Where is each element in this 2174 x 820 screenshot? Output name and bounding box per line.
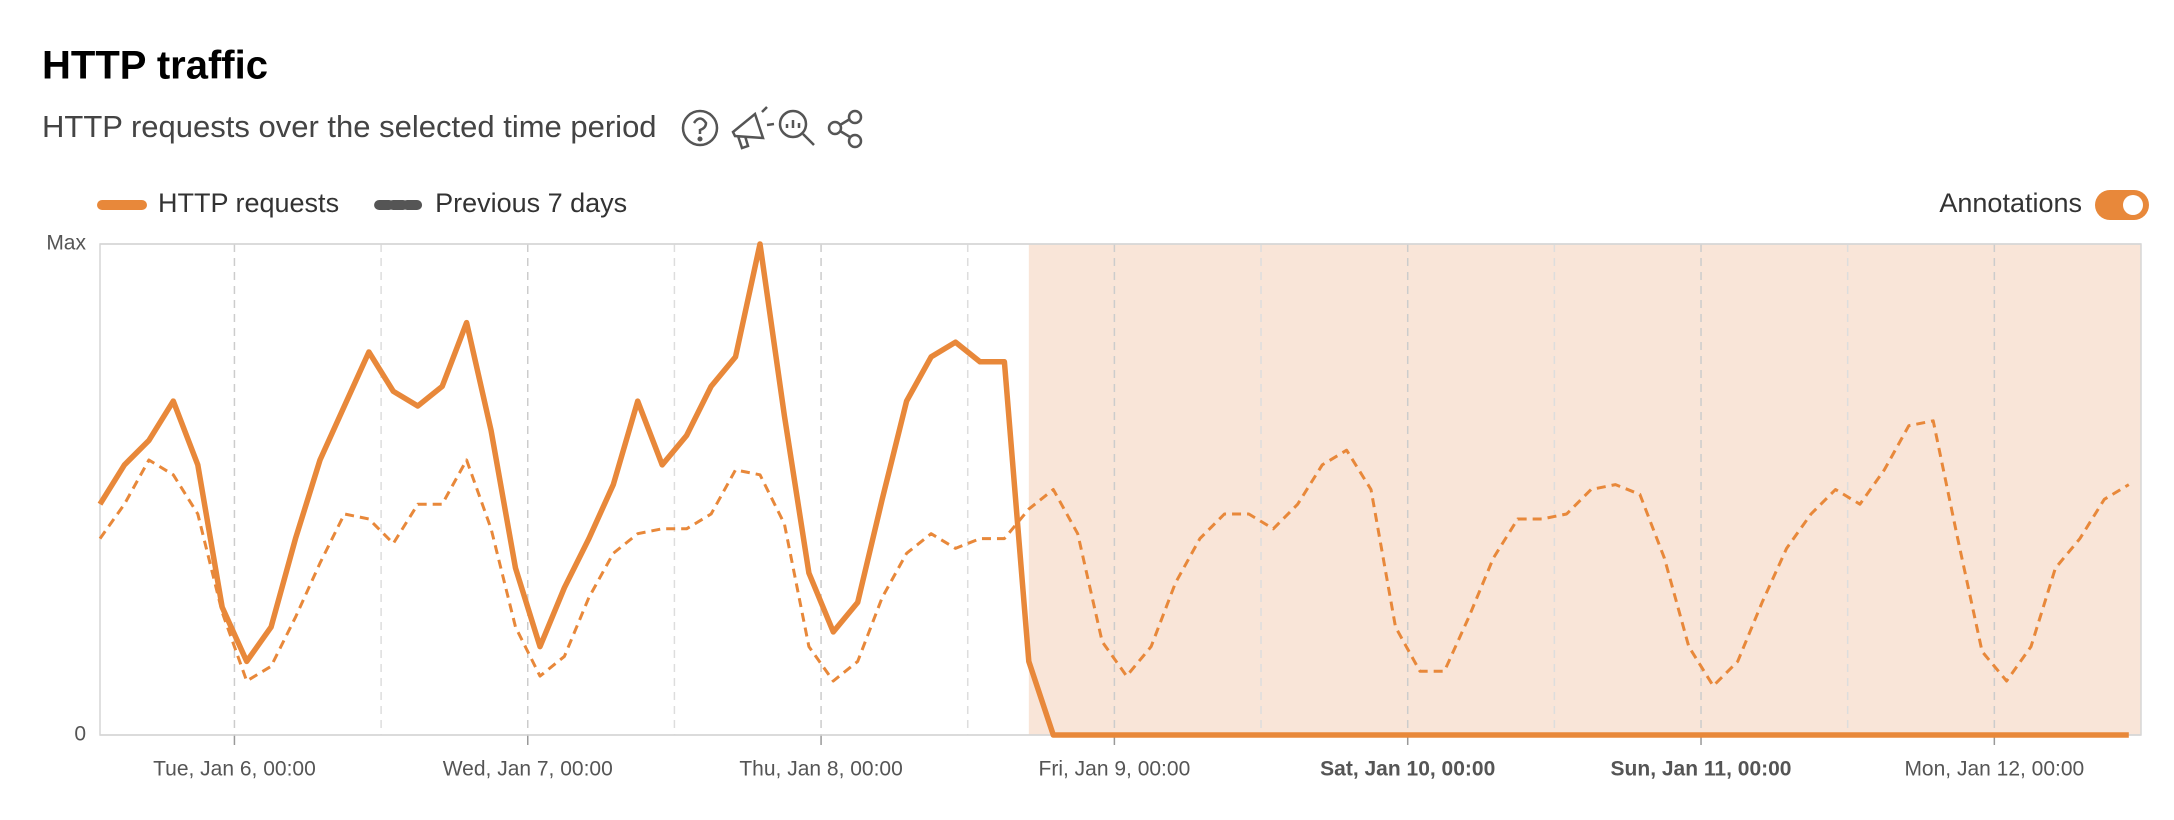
legend-label: Previous 7 days [435, 188, 627, 218]
megaphone-icon[interactable] [731, 106, 775, 150]
chart-subtitle: HTTP requests over the selected time per… [42, 109, 657, 144]
annotations-label: Annotations [1939, 188, 2082, 218]
chart-title: HTTP traffic [42, 44, 268, 88]
annotations-toggle[interactable] [2095, 190, 2149, 220]
series-line [97, 241, 2129, 738]
legend-label: HTTP requests [158, 188, 339, 218]
annotation-region [1028, 244, 2141, 735]
x-tick-label: Sat, Jan 10, 00:00 [1320, 758, 1495, 781]
x-tick-label: Tue, Jan 6, 00:00 [153, 758, 316, 781]
x-tick-label: Wed, Jan 7, 00:00 [443, 758, 613, 781]
legend: HTTP requests Previous 7 days [97, 188, 627, 218]
x-tick-label: Thu, Jan 8, 00:00 [739, 758, 902, 781]
x-tick-label: Mon, Jan 12, 00:00 [1904, 758, 2084, 781]
x-tick-label: Fri, Jan 9, 00:00 [1039, 758, 1191, 781]
plot-area: 0 Max Tue, Jan 6, 00:00 Wed, Jan 7, 00:00 Th… [46, 232, 2142, 781]
y-tick-label: 0 [74, 723, 86, 746]
search-icon[interactable] [778, 109, 815, 146]
share-icon[interactable] [827, 109, 863, 149]
x-tick-label: Sun, Jan 11, 00:00 [1611, 758, 1792, 781]
series-line [98, 419, 2130, 688]
help-icon[interactable] [681, 109, 719, 147]
y-tick-label: Max [46, 232, 86, 255]
